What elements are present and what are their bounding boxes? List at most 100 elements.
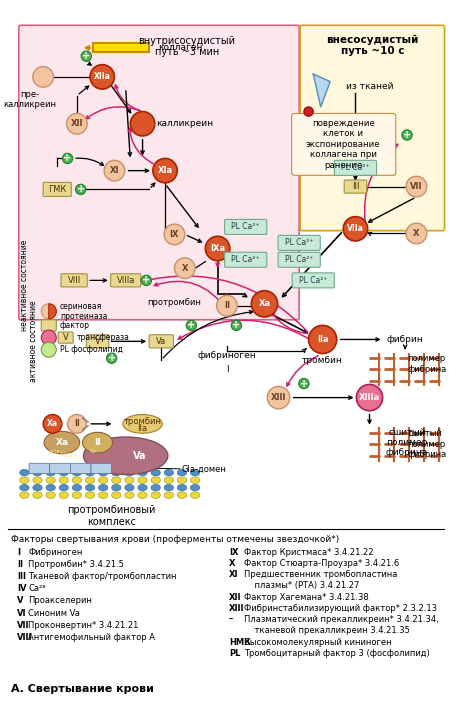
Circle shape [130, 111, 155, 136]
Text: PL Ca²⁺: PL Ca²⁺ [285, 255, 313, 264]
Ellipse shape [59, 469, 68, 476]
Ellipse shape [138, 477, 147, 484]
Text: +: + [187, 320, 195, 330]
Circle shape [141, 275, 152, 286]
Text: +: + [142, 275, 150, 286]
Text: Плазматический прекалликреин* 3.4.21.34,: Плазматический прекалликреин* 3.4.21.34, [244, 615, 438, 624]
Circle shape [174, 258, 195, 278]
Text: XII: XII [229, 593, 241, 602]
Ellipse shape [83, 437, 168, 474]
Ellipse shape [20, 484, 29, 491]
Text: +: + [77, 184, 85, 194]
Ellipse shape [46, 492, 55, 498]
Text: протромбин: протромбин [147, 299, 201, 307]
Text: XIII: XIII [271, 393, 286, 402]
Ellipse shape [125, 469, 134, 476]
Ellipse shape [72, 492, 82, 498]
Ellipse shape [46, 477, 55, 484]
Ellipse shape [85, 492, 95, 498]
Text: VII: VII [410, 182, 423, 191]
Text: Ca²⁺: Ca²⁺ [74, 466, 87, 471]
Ellipse shape [151, 477, 160, 484]
Text: Xa: Xa [47, 419, 58, 428]
Text: Va: Va [133, 450, 146, 461]
Text: тканевой прекалликреин 3.4.21.35: тканевой прекалликреин 3.4.21.35 [244, 626, 410, 636]
Ellipse shape [177, 492, 187, 498]
Circle shape [343, 217, 368, 241]
Ellipse shape [85, 469, 95, 476]
Circle shape [75, 184, 86, 194]
Circle shape [164, 224, 185, 245]
Text: Факторы свертывания крови (проферменты отмечены звездочкой*): Факторы свертывания крови (проферменты о… [11, 534, 339, 544]
Ellipse shape [151, 484, 160, 491]
Ellipse shape [33, 492, 42, 498]
Ellipse shape [111, 477, 121, 484]
Ellipse shape [59, 484, 68, 491]
Ellipse shape [191, 484, 200, 491]
Circle shape [304, 107, 313, 116]
FancyBboxPatch shape [292, 273, 334, 288]
Text: Антигемофильный фактор А: Антигемофильный фактор А [28, 633, 155, 642]
Text: VI: VI [17, 609, 27, 617]
Text: коллаген: коллаген [158, 43, 203, 52]
FancyBboxPatch shape [110, 274, 141, 287]
FancyBboxPatch shape [334, 161, 376, 176]
Text: –: – [229, 615, 233, 624]
Text: III: III [17, 572, 26, 581]
Text: EGF₂: EGF₂ [62, 453, 77, 458]
Text: Xa: Xa [258, 299, 271, 308]
Text: фибриноген: фибриноген [198, 351, 256, 360]
Text: X: X [229, 559, 235, 568]
Circle shape [81, 51, 91, 61]
Text: Va: Va [156, 337, 166, 346]
Text: VIIIa: VIIIa [117, 276, 135, 285]
Circle shape [356, 385, 383, 411]
FancyBboxPatch shape [58, 332, 73, 343]
Text: фактор: фактор [60, 321, 90, 330]
Text: VII: VII [17, 621, 29, 630]
Circle shape [251, 291, 278, 317]
Text: V: V [63, 333, 69, 342]
Ellipse shape [177, 469, 187, 476]
Text: X: X [413, 229, 419, 238]
Text: +: + [300, 379, 308, 388]
Text: сшитый
полимер
фибрина: сшитый полимер фибрина [386, 427, 428, 458]
Text: трансфераза: трансфераза [77, 333, 130, 342]
FancyBboxPatch shape [19, 25, 299, 320]
Text: IXa: IXa [210, 244, 225, 253]
Circle shape [66, 114, 87, 134]
Text: Предшественник тромбопластина: Предшественник тромбопластина [244, 570, 397, 579]
Ellipse shape [72, 469, 82, 476]
Ellipse shape [46, 469, 55, 476]
Circle shape [231, 320, 241, 330]
Circle shape [406, 223, 427, 244]
Ellipse shape [72, 484, 82, 491]
FancyBboxPatch shape [278, 252, 320, 268]
Text: PL Ca²⁺: PL Ca²⁺ [299, 276, 328, 285]
Text: фибрин: фибрин [387, 335, 424, 344]
Text: +: + [82, 51, 91, 61]
Text: PL: PL [229, 649, 240, 658]
FancyBboxPatch shape [70, 463, 91, 474]
Ellipse shape [125, 477, 134, 484]
Text: V: V [17, 596, 23, 605]
Ellipse shape [111, 484, 121, 491]
Text: НМК: НМК [229, 638, 251, 646]
Text: протромбиновый
комплекс: протромбиновый комплекс [67, 505, 156, 527]
Circle shape [43, 414, 62, 433]
Text: +: + [232, 320, 240, 330]
Circle shape [104, 161, 125, 181]
Text: Ca²⁸: Ca²⁸ [28, 584, 46, 594]
Text: Фактор Стюарта-Проузра* 3.4.21.6: Фактор Стюарта-Проузра* 3.4.21.6 [244, 559, 399, 568]
Ellipse shape [125, 484, 134, 491]
Ellipse shape [138, 469, 147, 476]
FancyBboxPatch shape [43, 182, 71, 197]
Text: полимер
фибрина: полимер фибрина [407, 354, 447, 374]
Ellipse shape [99, 484, 108, 491]
Circle shape [205, 236, 230, 261]
Text: Тканевой фактор/тромбопластин: Тканевой фактор/тромбопластин [28, 572, 177, 581]
Circle shape [41, 342, 56, 357]
Text: II: II [74, 419, 80, 428]
Text: из тканей: из тканей [346, 82, 393, 91]
Ellipse shape [44, 432, 80, 454]
